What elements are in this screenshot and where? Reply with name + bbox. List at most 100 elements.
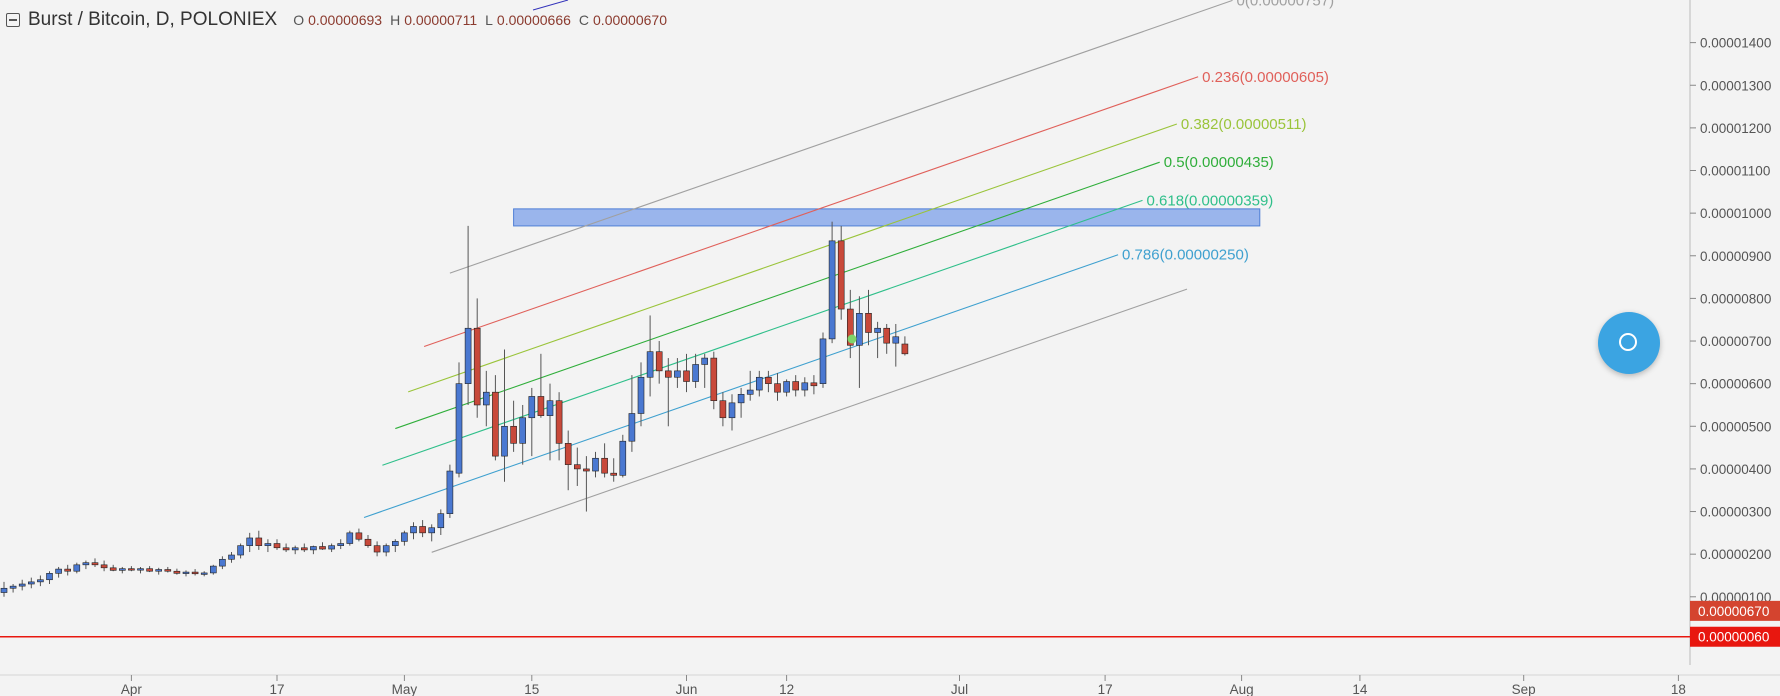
y-tick-label: 0.00001400 <box>1700 36 1771 51</box>
marker-dot <box>847 334 857 344</box>
high-value: 0.00000711 <box>404 12 478 28</box>
candle-up <box>446 470 454 514</box>
candle-up <box>828 240 836 340</box>
candle-up <box>737 394 745 404</box>
candle-up <box>701 357 709 365</box>
y-tick-label: 0.00000500 <box>1700 419 1771 434</box>
support-price-label: 0.00000060 <box>1698 630 1769 645</box>
candle-down <box>555 400 563 444</box>
fib-channel-line <box>423 76 1199 348</box>
fib-channel-line <box>382 199 1143 466</box>
candle-up <box>382 545 390 553</box>
close-value: 0.00000670 <box>593 12 667 28</box>
y-tick-label: 0.00000800 <box>1700 291 1771 306</box>
close-label: C <box>578 12 590 28</box>
candle-up <box>119 568 126 571</box>
y-tick-label: 0.00001200 <box>1700 121 1771 136</box>
last-price-label: 0.00000670 <box>1698 604 1769 619</box>
candle-down <box>710 357 718 402</box>
candle-up <box>82 562 90 566</box>
candle-up <box>219 558 226 567</box>
x-tick-label: 15 <box>524 682 539 696</box>
y-tick-label: 0.00000600 <box>1700 377 1771 392</box>
x-tick-label: May <box>392 682 418 696</box>
ohlc-open: O 0.00000693 <box>293 12 382 28</box>
x-tick-label: Apr <box>121 682 143 696</box>
candle-up <box>728 402 736 419</box>
candle-down <box>100 564 108 569</box>
candle-down <box>583 468 590 472</box>
candle-up <box>592 457 599 472</box>
x-tick-label: 17 <box>1098 682 1113 696</box>
candle-down <box>664 370 672 378</box>
compass-button[interactable] <box>1598 312 1660 374</box>
symbol-title: Burst / Bitcoin, D, POLONIEX <box>28 9 278 30</box>
low-value: 0.00000666 <box>496 12 571 28</box>
candle-down <box>128 568 135 571</box>
x-tick-label: 12 <box>779 682 794 696</box>
candle-down <box>810 382 818 387</box>
candle-up <box>819 338 827 384</box>
compass-icon <box>1619 333 1637 351</box>
collapse-icon[interactable] <box>6 13 20 27</box>
candle-up <box>9 585 17 589</box>
candle-down <box>837 240 845 310</box>
candle-up <box>337 543 345 546</box>
y-tick-label: 0.00001000 <box>1700 206 1771 221</box>
candle-up <box>619 440 627 476</box>
candle-down <box>601 457 608 474</box>
candle-up <box>628 413 636 442</box>
candle-up <box>264 543 272 546</box>
candle-up <box>874 327 881 333</box>
candle-up <box>546 400 554 416</box>
y-tick-label: 0.00001100 <box>1700 164 1770 179</box>
candle-up <box>428 527 436 534</box>
y-tick-label: 0.00000900 <box>1700 249 1771 264</box>
candle-down <box>373 545 381 553</box>
candle-down <box>774 383 781 393</box>
candle-up <box>637 376 645 414</box>
fib-level-label: 0(0.00000757) <box>1237 0 1335 9</box>
fib-level-label: 0.5(0.00000435) <box>1164 154 1274 171</box>
candle-down <box>419 526 426 534</box>
ohlc-high: H 0.00000711 <box>390 12 477 28</box>
candle-up <box>37 579 44 583</box>
x-tick-label: 14 <box>1352 682 1368 696</box>
candle-down <box>282 547 290 551</box>
candle-up <box>182 571 190 574</box>
candle-up <box>27 581 35 585</box>
candle-up <box>528 396 536 419</box>
candle-down <box>492 391 499 457</box>
ohlc-low: L 0.00000666 <box>485 12 571 28</box>
fib-channel-line <box>408 123 1178 393</box>
candle-up <box>892 336 900 344</box>
candle-down <box>273 543 281 549</box>
last-price-badge <box>1690 600 1780 621</box>
y-tick-label: 0.00000200 <box>1700 547 1771 562</box>
candle-up <box>455 383 463 474</box>
trend-stub <box>532 0 569 11</box>
candle-down <box>473 327 481 406</box>
candle-down <box>164 569 172 572</box>
candle-up <box>674 370 681 378</box>
candle-down <box>300 547 308 551</box>
candle-up <box>73 564 81 572</box>
candle-up <box>755 376 763 391</box>
low-label: L <box>485 12 493 28</box>
y-tick-label: 0.00000300 <box>1700 505 1771 520</box>
candle-down <box>865 313 872 333</box>
fib-level-label: 0.618(0.00000359) <box>1147 192 1274 209</box>
candle-down <box>64 568 71 572</box>
candle-down <box>91 562 99 566</box>
candle-down <box>364 538 372 546</box>
y-tick-label: 0.00000700 <box>1700 334 1771 349</box>
candle-down <box>564 443 572 465</box>
candle-down <box>191 571 199 575</box>
candle-up <box>501 425 508 457</box>
candle-up <box>18 583 26 587</box>
candle-up <box>410 526 417 534</box>
fib-channel-line <box>395 161 1160 430</box>
